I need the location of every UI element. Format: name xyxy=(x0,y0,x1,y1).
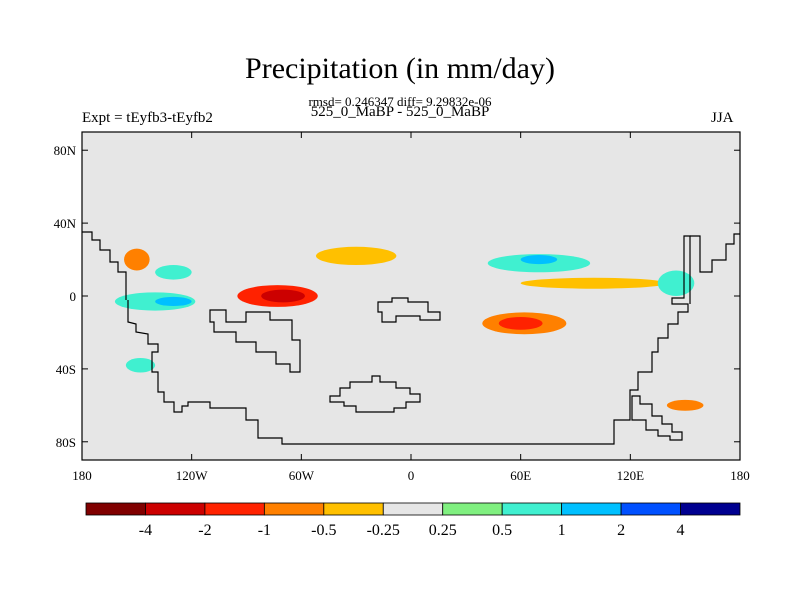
colorbar-swatch xyxy=(620,502,681,516)
colorbar-swatch xyxy=(204,502,265,516)
x-axis: 180 120W 60W 0 60E 120E 180 xyxy=(72,132,750,483)
y-tick-label: 80S xyxy=(56,435,76,450)
colorbar-label: -0.5 xyxy=(311,522,336,539)
x-tick-label: 0 xyxy=(408,468,415,483)
experiment-label: Expt = tEyfb3-tEyfb2 xyxy=(82,110,213,126)
colorbar-swatch xyxy=(263,502,325,516)
y-tick-label: 40S xyxy=(56,362,76,377)
colorbar-swatch xyxy=(561,502,622,516)
chart-title: Precipitation (in mm/day) xyxy=(245,52,555,85)
y-tick-label: 0 xyxy=(70,289,77,304)
colorbar-label: 0.5 xyxy=(492,522,512,539)
x-tick-label: 120E xyxy=(617,468,645,483)
continent-outlines xyxy=(82,231,740,445)
colorbar-label: -2 xyxy=(198,522,211,539)
anomaly-tropical-pacific-drying-core xyxy=(261,289,305,303)
colorbar-label: -4 xyxy=(139,522,152,539)
colorbar: -4 -2 -1 -0.5 -0.25 0.25 0.5 1 2 4 xyxy=(85,502,741,539)
colorbar-swatch xyxy=(442,502,503,516)
anomaly-north-pacific-drying xyxy=(124,248,150,271)
island-outline xyxy=(329,375,421,413)
colorbar-swatch xyxy=(323,502,384,516)
anomaly-central-america-drying xyxy=(315,246,397,266)
colorbar-label: -0.25 xyxy=(367,522,400,539)
colorbar-swatch xyxy=(85,502,146,516)
y-tick-label: 40N xyxy=(54,216,77,231)
colorbar-swatch xyxy=(382,502,444,516)
y-tick-label: 80N xyxy=(54,143,77,158)
x-tick-label: 180 xyxy=(730,468,750,483)
colorbar-label: 2 xyxy=(617,522,625,539)
northwest-outline xyxy=(82,231,127,300)
season-label: JJA xyxy=(711,110,734,126)
east-coast-outline xyxy=(690,233,740,273)
equatorial-island-outline xyxy=(377,297,441,323)
y-axis: 80N 40N 0 40S 80S xyxy=(54,143,740,450)
colorbar-label: -1 xyxy=(258,522,271,539)
anomaly-subtropical-atlantic-drying xyxy=(520,277,667,289)
landmass-west-outline xyxy=(127,235,691,445)
anomaly-east-pacific-dipole xyxy=(657,270,695,296)
chart-subtitle: 525_0_MaBP - 525_0_MaBP xyxy=(310,104,490,120)
colorbar-label: 4 xyxy=(677,522,685,539)
landmass-interior-outline xyxy=(209,309,301,373)
colorbar-label: 0.25 xyxy=(429,522,457,539)
anomaly-north-pacific-wetting xyxy=(155,265,192,280)
anomaly-south-atlantic-drying-core xyxy=(498,316,543,330)
colorbar-label: 1 xyxy=(558,522,566,539)
colorbar-swatch xyxy=(501,502,563,516)
anomaly-north-atlantic-wetting-core xyxy=(520,254,558,265)
southeast-peninsula-outline xyxy=(631,395,683,441)
anomaly-southwest-wetting xyxy=(125,357,156,373)
anomaly-southeast-drying xyxy=(666,399,704,411)
anomaly-equatorial-west-pacific-wetting-core xyxy=(155,296,192,307)
x-tick-label: 120W xyxy=(176,468,209,483)
x-tick-label: 180 xyxy=(72,468,92,483)
stats-label: rmsd= 0.246347 diff= 9.29832e-06 xyxy=(308,94,492,109)
x-tick-label: 60W xyxy=(289,468,315,483)
colorbar-swatch xyxy=(680,502,741,516)
colorbar-swatch xyxy=(145,502,206,516)
x-tick-label: 60E xyxy=(510,468,531,483)
anomaly-layer xyxy=(114,246,704,411)
